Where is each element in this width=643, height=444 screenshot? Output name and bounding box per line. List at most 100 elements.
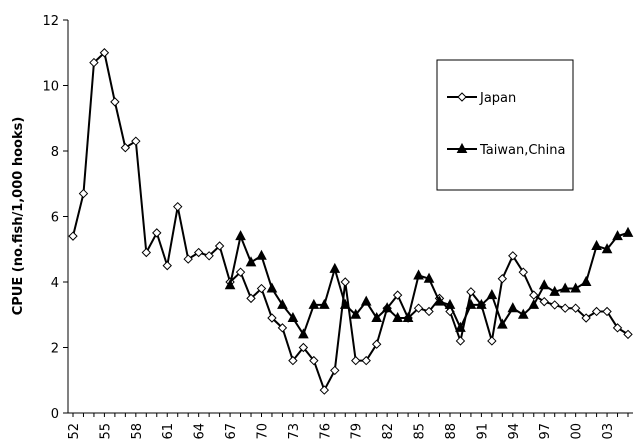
x-tick-label: 61: [161, 423, 176, 440]
marker: [538, 279, 550, 290]
marker: [204, 251, 214, 261]
marker: [308, 298, 320, 309]
x-tick-label: 58: [130, 423, 145, 440]
marker: [457, 92, 467, 102]
marker: [560, 303, 570, 313]
y-tick-label: 6: [51, 211, 59, 226]
y-tick-label: 0: [51, 407, 59, 422]
marker: [539, 296, 549, 307]
marker: [549, 285, 561, 296]
marker: [193, 247, 204, 258]
marker: [360, 295, 372, 306]
marker: [99, 48, 110, 58]
marker: [581, 313, 591, 323]
marker: [309, 355, 319, 366]
x-tick-label: 94: [507, 423, 522, 440]
marker: [465, 298, 477, 309]
marker: [549, 300, 560, 310]
marker: [318, 298, 330, 309]
marker: [591, 239, 602, 250]
marker: [298, 342, 309, 353]
x-tick-label: 67: [224, 423, 239, 440]
marker: [487, 336, 497, 346]
marker: [580, 275, 592, 286]
x-tick-label: 85: [413, 423, 428, 440]
marker: [444, 298, 456, 309]
marker: [267, 313, 277, 323]
legend-box: [436, 59, 574, 191]
marker: [89, 57, 99, 68]
marker: [517, 308, 529, 319]
marker: [455, 321, 466, 332]
marker: [476, 298, 487, 309]
marker: [570, 282, 581, 293]
marker: [256, 249, 267, 260]
marker: [434, 295, 445, 306]
marker: [623, 329, 633, 340]
marker: [339, 298, 351, 309]
marker: [329, 262, 341, 273]
marker: [214, 241, 225, 251]
marker: [298, 328, 309, 339]
x-tick-label: 52: [67, 423, 82, 440]
marker: [277, 298, 288, 309]
x-tick-label: 79: [350, 423, 365, 440]
marker: [518, 267, 528, 277]
x-tick-label: 55: [98, 423, 113, 440]
marker: [173, 201, 183, 212]
marker: [392, 311, 403, 323]
x-tick-label: 00: [570, 423, 585, 440]
x-tick-label: 88: [444, 423, 459, 440]
marker: [361, 355, 371, 366]
marker: [340, 277, 350, 287]
marker: [507, 302, 519, 313]
marker: [110, 97, 120, 107]
marker: [256, 283, 267, 294]
marker: [612, 323, 623, 333]
y-tick-label: 12: [42, 14, 59, 29]
x-tick-label: 73: [287, 423, 302, 440]
marker: [381, 302, 393, 313]
marker: [224, 279, 236, 290]
marker: [508, 251, 518, 261]
marker: [413, 303, 424, 313]
marker: [245, 256, 257, 267]
marker: [319, 385, 330, 395]
marker: [246, 293, 256, 304]
marker: [612, 230, 623, 241]
marker: [371, 311, 383, 323]
marker: [622, 226, 634, 237]
x-tick-label: 82: [381, 423, 396, 440]
marker: [570, 303, 581, 313]
marker: [183, 254, 193, 264]
x-tick-label: 76: [318, 423, 333, 440]
series: [224, 226, 634, 339]
y-tick-label: 2: [51, 342, 59, 357]
marker: [423, 272, 435, 283]
marker: [235, 267, 246, 277]
marker: [68, 231, 78, 241]
marker: [602, 306, 612, 317]
y-axis-label: CPUE (no.fish/1,000 hooks): [11, 117, 26, 316]
marker: [288, 355, 298, 366]
marker: [351, 355, 361, 366]
legend-label: Japan: [479, 91, 516, 106]
marker: [152, 228, 162, 238]
marker: [466, 287, 476, 297]
marker: [456, 142, 468, 153]
marker: [162, 260, 172, 271]
y-tick-label: 10: [42, 80, 59, 95]
marker: [78, 188, 89, 199]
marker: [424, 306, 434, 317]
marker: [497, 274, 508, 284]
marker: [277, 323, 288, 333]
marker: [330, 365, 340, 376]
y-tick-label: 8: [51, 145, 59, 160]
marker: [350, 308, 362, 319]
marker: [413, 269, 424, 280]
marker: [559, 282, 571, 293]
marker: [120, 143, 131, 153]
marker: [287, 311, 299, 323]
marker: [601, 243, 613, 254]
